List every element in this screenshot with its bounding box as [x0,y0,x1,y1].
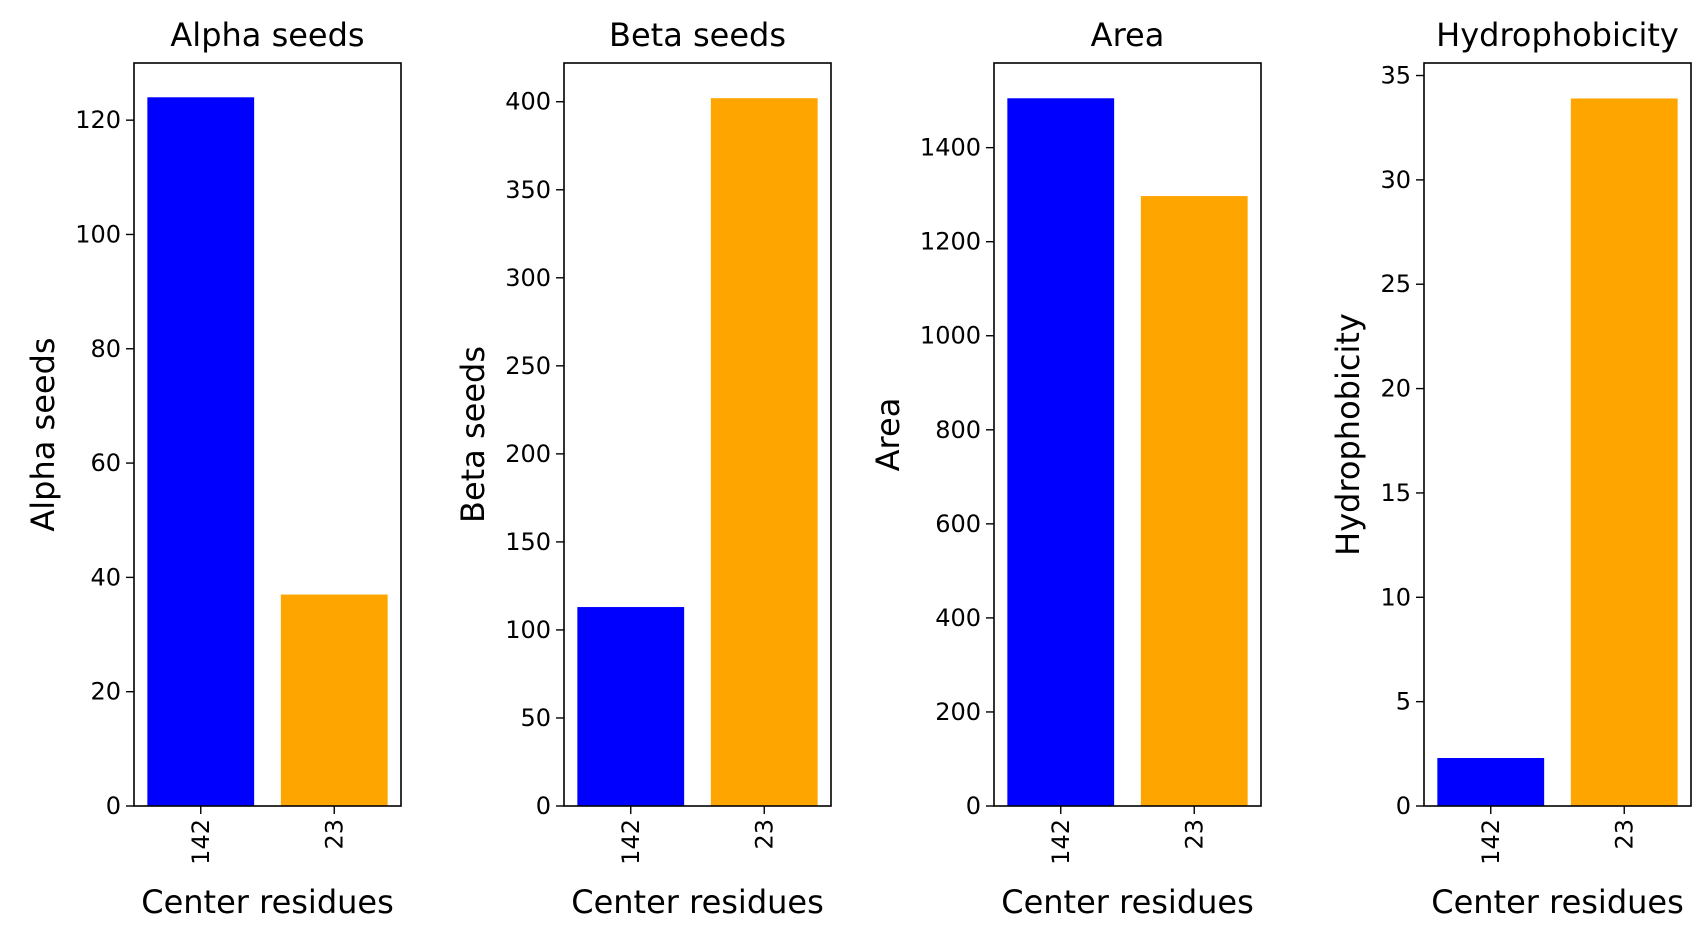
y-tick-label: 5 [1396,688,1411,716]
axes-frame [1423,62,1692,807]
x-tick-label: 23 [750,819,778,850]
x-tick-label: 23 [1610,819,1638,850]
bar-23 [280,594,388,806]
y-axis-label: Beta seeds [454,346,492,523]
subplot-3: 0 200 400 600 800 1000 1200 1400 142 23 Area Center… [869,16,1262,921]
y-tick-label: 0 [536,792,551,820]
y-tick-label: 200 [505,440,551,468]
x-tick-label: 23 [320,819,348,850]
bar-23 [710,98,818,806]
y-tick-label: 1000 [920,322,981,350]
x-axis-label: Center residues [141,883,394,921]
y-tick-label: 350 [505,176,551,204]
x-axis-label: Center residues [1431,883,1684,921]
axes-frame [993,62,1262,807]
subplot-4: 0 5 10 15 20 25 30 35 142 23 Hydrophobicity Center … [1329,16,1692,921]
x-tick-label: 142 [617,819,645,865]
y-tick-label: 120 [75,106,121,134]
x-tick-label: 142 [187,819,215,865]
subplot-2: 0 50 100 150 200 250 300 350 400 142 23 Beta seeds C… [454,16,832,921]
bar-142 [1437,758,1545,806]
y-tick-label: 100 [505,616,551,644]
y-tick-label: 250 [505,352,551,380]
y-tick-label: 400 [935,604,981,632]
y-tick-label: 100 [75,220,121,248]
y-tick-label: 20 [90,678,121,706]
y-tick-label: 400 [505,88,551,116]
subplot-title: Alpha seeds [170,16,364,54]
y-axis-label: Alpha seeds [24,337,62,531]
y-tick-label: 50 [520,704,551,732]
subplot-title: Beta seeds [609,16,786,54]
x-tick-label: 142 [1477,819,1505,865]
x-axis-label: Center residues [1001,883,1254,921]
y-tick-label: 30 [1380,166,1411,194]
y-tick-label: 1400 [920,134,981,162]
y-tick-label: 35 [1380,62,1411,90]
y-tick-label: 60 [90,449,121,477]
y-tick-label: 0 [1396,792,1411,820]
y-tick-label: 300 [505,264,551,292]
bar-23 [1140,196,1248,806]
bar-23 [1570,98,1678,807]
y-tick-label: 150 [505,528,551,556]
x-axis-label: Center residues [571,883,824,921]
x-tick-label: 23 [1180,819,1208,850]
y-tick-label: 20 [1380,375,1411,403]
y-tick-label: 1200 [920,228,981,256]
y-axis-label: Hydrophobicity [1329,313,1367,556]
bar-142 [1007,98,1115,806]
y-tick-label: 600 [935,510,981,538]
x-tick-label: 142 [1047,819,1075,865]
y-tick-label: 0 [966,792,981,820]
y-tick-label: 40 [90,563,121,591]
y-tick-label: 200 [935,698,981,726]
y-tick-label: 800 [935,416,981,444]
axes-frame [133,62,402,807]
axes-frame [563,62,832,807]
y-tick-label: 25 [1380,270,1411,298]
y-tick-label: 80 [90,335,121,363]
bar-142 [147,97,255,807]
subplot-title: Hydrophobicity [1436,16,1679,54]
subplot-title: Area [1091,16,1165,54]
y-tick-label: 15 [1380,479,1411,507]
subplot-1: 0 20 40 60 80 100 120 142 23 Alpha seeds Center re… [24,16,402,921]
y-axis-label: Area [869,398,907,472]
y-tick-label: 10 [1380,583,1411,611]
y-tick-label: 0 [106,792,121,820]
bar-142 [577,607,685,806]
